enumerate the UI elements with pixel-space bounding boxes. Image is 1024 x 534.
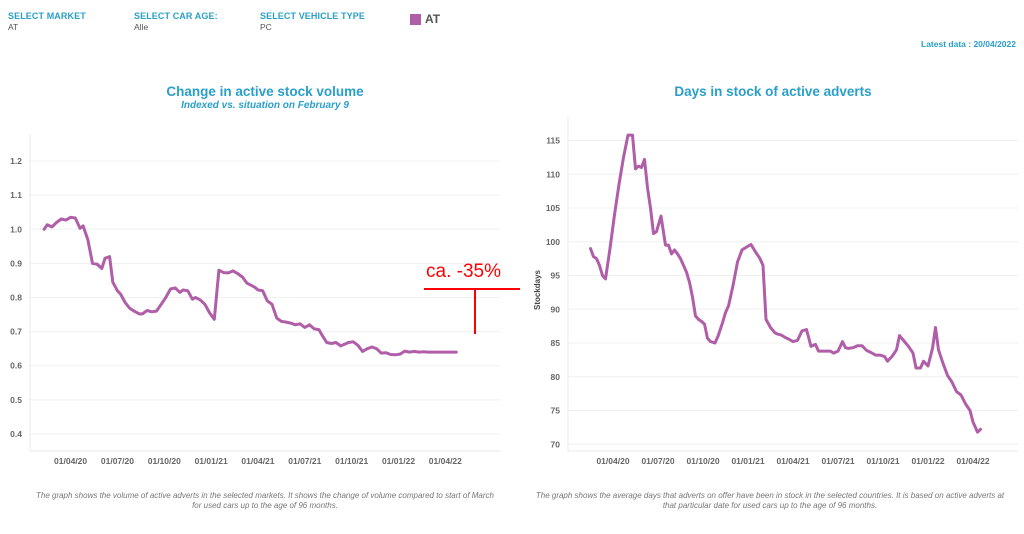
y-tick-label: 0.9 bbox=[10, 258, 22, 268]
y-tick-label: 95 bbox=[551, 271, 561, 281]
x-tick-label: 01/04/20 bbox=[596, 456, 629, 466]
y-tick-label: 1.1 bbox=[10, 190, 22, 200]
filter-car-age-label: SELECT CAR AGE: bbox=[134, 11, 218, 21]
latest-data-label: Latest data : 20/04/2022 bbox=[921, 39, 1016, 49]
filter-market[interactable]: SELECT MARKET AT bbox=[8, 11, 86, 32]
annotation-label: ca. -35% bbox=[426, 261, 501, 282]
x-tick-label: 01/04/22 bbox=[429, 456, 462, 466]
y-tick-label: 0.5 bbox=[10, 395, 22, 405]
filter-car-age[interactable]: SELECT CAR AGE: Alle bbox=[134, 11, 218, 32]
x-tick-label: 01/01/21 bbox=[731, 456, 764, 466]
x-tick-label: 01/01/21 bbox=[195, 456, 228, 466]
chart-1-subtitle: Indexed vs. situation on February 9 bbox=[181, 100, 349, 111]
filter-vehicle-type-label: SELECT VEHICLE TYPE bbox=[260, 11, 365, 21]
y-tick-label: 0.4 bbox=[10, 429, 22, 439]
chart-2-note: The graph shows the average days that ad… bbox=[535, 491, 1005, 510]
chart-2-stockdays: 115 110 105 100 95 90 85 80 75 70 01/04/20 01/07/20… bbox=[533, 117, 1018, 466]
y-tick-label: 75 bbox=[551, 406, 561, 416]
filter-vehicle-type[interactable]: SELECT VEHICLE TYPE PC bbox=[260, 11, 365, 32]
y-tick-label: 110 bbox=[546, 169, 560, 179]
y-tick-label: 80 bbox=[551, 372, 561, 382]
x-tick-label: 01/10/20 bbox=[686, 456, 719, 466]
filter-vehicle-type-value: PC bbox=[260, 22, 272, 32]
filter-car-age-value: Alle bbox=[134, 22, 149, 32]
x-tick-label: 01/10/20 bbox=[148, 456, 181, 466]
chart-2-title: Days in stock of active adverts bbox=[674, 84, 872, 99]
y-tick-label: 100 bbox=[546, 237, 560, 247]
x-tick-label: 01/07/21 bbox=[288, 456, 321, 466]
series-line-at bbox=[42, 215, 458, 357]
y-tick-label: 85 bbox=[551, 338, 561, 348]
chart-1-volume: 1.2 1.1 1.0 0.9 0.8 0.7 0.6 0.5 0.4 01/04/20 01/07… bbox=[10, 134, 520, 466]
y-tick-label: 1.0 bbox=[10, 224, 22, 234]
y-axis-title: Stockdays bbox=[533, 269, 542, 310]
x-tick-label: 01/07/20 bbox=[101, 456, 134, 466]
x-tick-label: 01/01/22 bbox=[382, 456, 415, 466]
y-tick-label: 0.8 bbox=[10, 293, 22, 303]
legend-swatch bbox=[410, 13, 421, 25]
x-tick-label: 01/01/22 bbox=[911, 456, 944, 466]
x-tick-label: 01/04/21 bbox=[241, 456, 274, 466]
legend[interactable]: AT bbox=[410, 12, 440, 26]
legend-label: AT bbox=[425, 12, 441, 26]
y-tick-label: 0.6 bbox=[10, 361, 22, 371]
x-tick-label: 01/04/20 bbox=[54, 456, 87, 466]
y-tick-label: 115 bbox=[546, 136, 560, 146]
x-tick-label: 01/04/21 bbox=[776, 456, 809, 466]
x-tick-label: 01/10/21 bbox=[335, 456, 368, 466]
filter-market-label: SELECT MARKET bbox=[8, 11, 86, 21]
y-tick-label: 1.2 bbox=[10, 156, 22, 166]
x-tick-label: 01/07/21 bbox=[821, 456, 854, 466]
filter-market-value: AT bbox=[8, 22, 19, 32]
series-line-at bbox=[589, 133, 982, 434]
x-tick-label: 01/07/20 bbox=[641, 456, 674, 466]
y-tick-label: 0.7 bbox=[10, 327, 22, 337]
chart-1-note: The graph shows the volume of active adv… bbox=[35, 491, 494, 510]
x-tick-label: 01/10/21 bbox=[866, 456, 899, 466]
chart-1-title: Change in active stock volume bbox=[166, 84, 364, 99]
y-tick-label: 90 bbox=[551, 304, 561, 314]
y-tick-label: 70 bbox=[551, 439, 561, 449]
y-tick-label: 105 bbox=[546, 203, 560, 213]
x-tick-label: 01/04/22 bbox=[956, 456, 989, 466]
